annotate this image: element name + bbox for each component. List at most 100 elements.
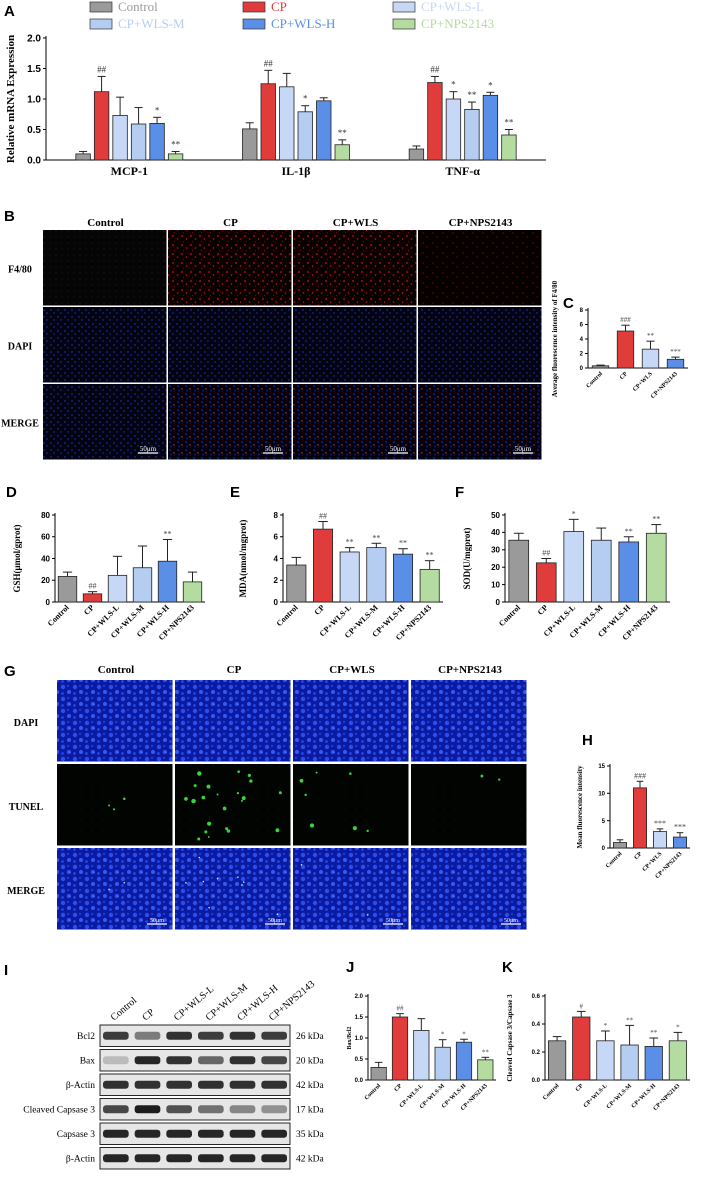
- bar: [620, 1044, 639, 1081]
- x-tick-label: Control: [497, 603, 523, 629]
- bar: [508, 539, 530, 603]
- significance-label: *: [462, 1030, 466, 1038]
- blot-strip: [99, 1024, 291, 1047]
- significance-label: ##: [430, 64, 440, 74]
- significance-label: **: [164, 529, 172, 538]
- row-header: DAPI: [8, 342, 33, 353]
- tunel-positive-cell: [222, 806, 227, 811]
- tunel-positive-cell: [247, 773, 251, 777]
- significance-label: *: [155, 105, 160, 115]
- panel-label-i: I: [4, 962, 8, 979]
- micrograph: [175, 848, 291, 930]
- immunofluorescence-grid: Control CP CP+WLS CP+NPS2143 F4/80 DAPI MERGE 5…: [1, 217, 542, 460]
- y-tick-label: 15: [598, 764, 605, 770]
- legend-swatch: [392, 1, 416, 13]
- chart-cleaved-caspase: 0.0 0.2 0.4 0.6 Cleaved Capsase 3/Capsase 3 C…: [506, 994, 690, 1112]
- blot-band: [166, 1154, 192, 1163]
- chart-gsh: 020406080GSH(μmol/gprot)Control##CPCP+WL…: [12, 511, 205, 642]
- bar: [75, 153, 91, 161]
- x-tick-label: TNF-α: [445, 164, 480, 178]
- bar: [339, 551, 360, 603]
- tunel-positive-cell: [241, 796, 246, 801]
- blot-band: [166, 1080, 192, 1089]
- significance-label: ##: [264, 58, 274, 68]
- blot-band: [198, 1031, 224, 1040]
- significance-label: **: [346, 538, 354, 547]
- column-header: CP+WLS: [333, 217, 378, 229]
- significance-label: **: [652, 515, 660, 524]
- bar: [286, 564, 307, 603]
- micrograph: [293, 848, 409, 930]
- tunel-positive-cell: [299, 778, 304, 783]
- band-size: 20 kDa: [296, 1057, 324, 1067]
- row-header: F4/80: [8, 265, 32, 276]
- legend-label: CP: [271, 0, 287, 14]
- blot-band: [103, 1154, 129, 1163]
- column-header: CP: [223, 217, 238, 229]
- x-tick-label: CP: [575, 1083, 585, 1093]
- significance-label: **: [372, 533, 380, 542]
- y-tick-label: 10: [598, 791, 605, 797]
- bar: [366, 547, 387, 603]
- bar: [563, 531, 585, 603]
- bar: [157, 560, 178, 603]
- blot-band: [198, 1129, 224, 1138]
- x-tick-label: Control: [364, 1083, 383, 1102]
- blot-band: [103, 1105, 129, 1114]
- tunel-positive-cell: [201, 795, 206, 800]
- panel-label-c: C: [563, 295, 574, 312]
- y-tick-label: 0.5: [27, 125, 41, 136]
- y-axis-label: Average fluorescence intensity of F4/80: [551, 280, 559, 397]
- bar: [434, 1046, 451, 1081]
- y-tick-label: 0.0: [355, 1078, 364, 1084]
- significance-label: **: [625, 527, 633, 536]
- significance-label: #: [580, 1002, 584, 1010]
- y-tick-label: 2: [580, 352, 584, 358]
- band-size: 42 kDa: [296, 1081, 324, 1091]
- y-tick-label: 40: [41, 554, 50, 563]
- significance-label: **: [626, 1016, 634, 1024]
- x-tick-label: Control: [542, 1083, 561, 1102]
- band-label: Cleaved Capsase 3: [23, 1106, 95, 1116]
- bar: [392, 553, 413, 603]
- legend-swatch: [89, 18, 113, 30]
- x-tick-label: Control: [586, 371, 605, 390]
- bar: [477, 1059, 494, 1081]
- band-size: 35 kDa: [296, 1130, 324, 1140]
- tunel-positive-cell: [112, 808, 116, 811]
- tunel-positive-cell: [226, 829, 231, 833]
- bar: [613, 842, 628, 849]
- y-tick-label: 4: [580, 337, 584, 343]
- bar: [370, 1067, 387, 1081]
- tunel-positive-cell: [207, 836, 210, 838]
- micrograph: [175, 680, 291, 762]
- column-header: Control: [87, 217, 123, 229]
- tunel-positive-cell: [206, 784, 211, 789]
- tunel-positive-cell: [349, 772, 352, 775]
- x-tick-label: CP: [634, 851, 644, 861]
- band-size: 42 kDa: [296, 1155, 324, 1165]
- bar: [572, 1016, 591, 1081]
- tunel-positive-cell: [193, 784, 197, 788]
- tunel-positive-cell: [108, 804, 111, 807]
- blot-band: [261, 1056, 287, 1065]
- bar: [535, 562, 557, 603]
- bar: [633, 787, 648, 849]
- x-tick-label: CP: [536, 603, 550, 617]
- significance-label: *: [604, 1022, 608, 1030]
- micrograph: [168, 230, 292, 306]
- bar: [445, 98, 462, 161]
- y-tick-label: 0.5: [355, 1057, 364, 1063]
- legend-label: CP+WLS-H: [271, 16, 335, 31]
- x-tick-label: MCP-1: [111, 164, 148, 178]
- micrograph: [168, 307, 292, 383]
- blot-band: [134, 1105, 161, 1114]
- y-axis-label: GSH(μmol/gprot): [12, 525, 22, 593]
- significance-label: *: [488, 80, 493, 90]
- blot-band: [261, 1105, 287, 1114]
- legend-swatch: [89, 1, 113, 13]
- y-tick-label: 0.6: [532, 994, 541, 1000]
- merge-positive-cell: [108, 888, 110, 891]
- bar: [130, 123, 147, 161]
